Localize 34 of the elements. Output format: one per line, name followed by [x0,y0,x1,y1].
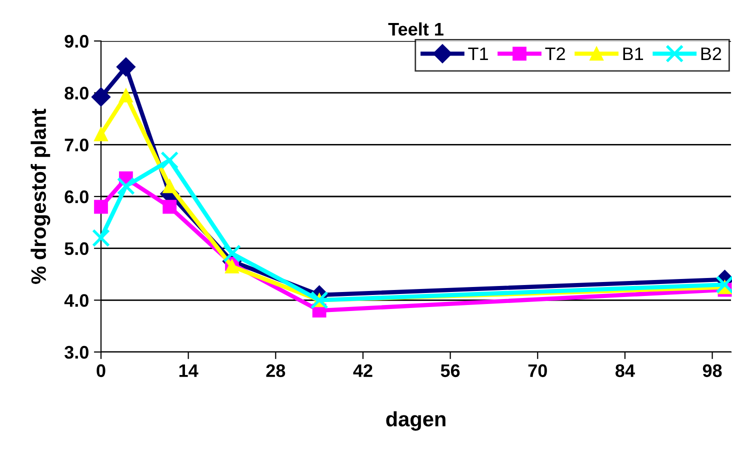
point [162,179,177,194]
point [225,260,239,274]
point [116,177,135,196]
point [92,228,110,247]
y-tick-label: 5.0 [64,242,88,256]
legend-label: B1 [623,48,644,60]
point [222,244,242,263]
y-tick-label: 4.0 [64,294,88,307]
x-tick-label: 14 [179,364,198,377]
x-tick-label: 84 [615,364,635,378]
x-tick-label: 42 [353,364,372,377]
y-tick-label: 7.0 [64,138,88,152]
point [94,127,108,142]
x-axis-title: dagen [386,411,446,431]
y-tick-label: 3.0 [64,346,88,359]
x-tick-label: 28 [266,364,286,378]
legend-label: T2 [545,47,565,60]
y-tick-label: 8.0 [64,86,88,100]
y-tick-label: 6.0 [64,190,88,204]
y-axis-title: % drogestof plant [30,108,50,284]
y-tick-label: 9.0 [64,34,88,48]
point [116,57,136,76]
x-tick-label: 70 [528,364,547,378]
x-tick-label: 0 [96,364,106,378]
legend-label: B2 [701,47,722,60]
chart-title: Teelt 1 [388,22,444,36]
point [91,87,111,107]
x-tick-label: 98 [702,364,722,378]
legend-label: T1 [468,48,488,60]
point [160,151,179,170]
point [119,88,133,102]
point [94,200,108,214]
point [162,200,177,214]
x-tick-label: 56 [440,364,460,378]
